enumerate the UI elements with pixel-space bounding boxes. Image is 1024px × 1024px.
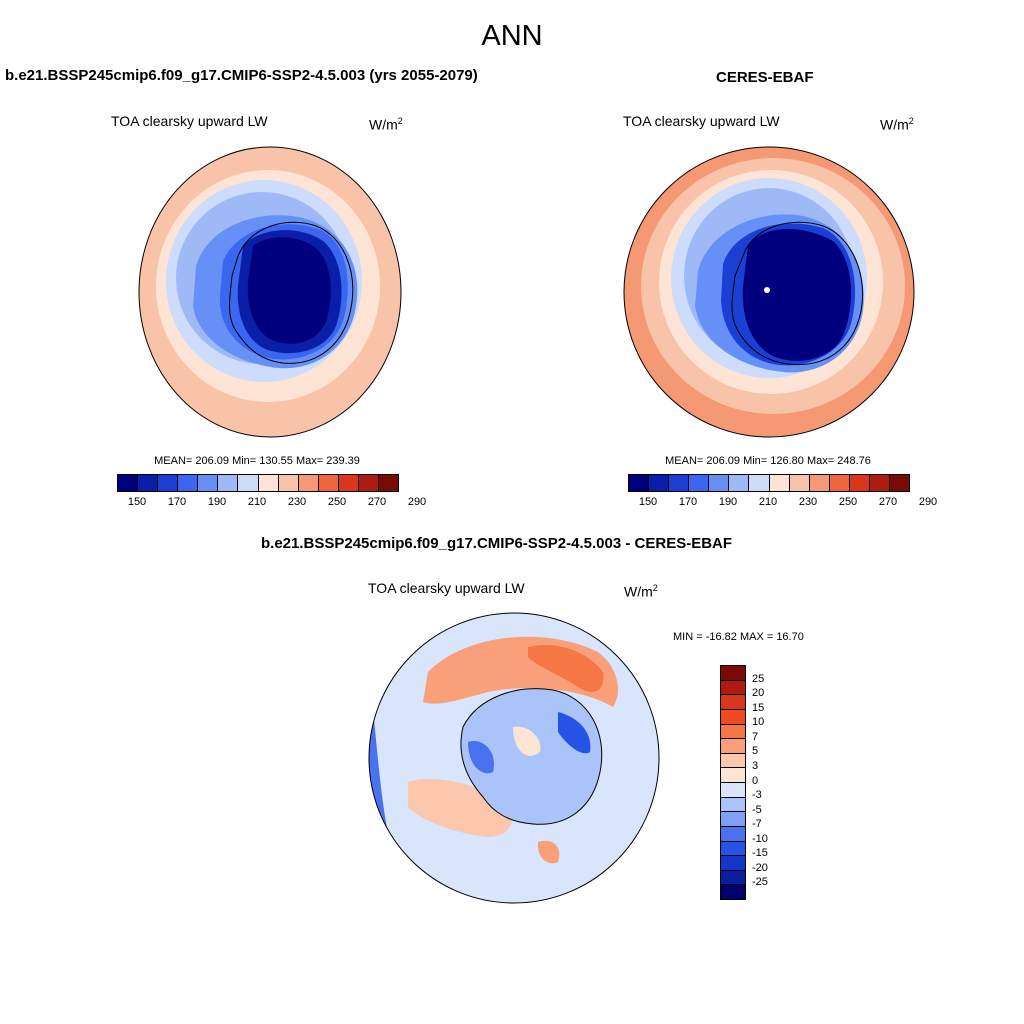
obs-field-label: TOA clearsky upward LW [623,113,780,129]
colorbar-swatch [721,885,745,899]
colorbar-swatch [178,475,199,491]
colorbar-swatch [721,870,745,886]
colorbar-swatch [238,475,259,491]
colorbar-tick-label: 190 [207,496,227,508]
diff-case-title: b.e21.BSSP245cmip6.f09_g17.CMIP6-SSP2-4.… [261,535,733,552]
colorbar-swatch [258,475,279,491]
colorbar-swatch [749,475,770,491]
colorbar-swatch [789,475,810,491]
colorbar-swatch [721,812,745,827]
diff-polar-map [368,612,660,904]
obs-colorbar [628,474,910,492]
colorbar-swatch [298,475,319,491]
colorbar-swatch [721,856,745,871]
colorbar-tick-label: 190 [718,496,738,508]
colorbar-swatch [198,475,219,491]
colorbar-tick-label: 210 [247,496,267,508]
colorbar-tick-label: 170 [167,496,187,508]
colorbar-tick-label: 210 [758,496,778,508]
diff-unit-label: W/m2 [624,583,658,600]
colorbar-tick-label: 150 [127,496,147,508]
colorbar-swatch [138,475,159,491]
colorbar-tick-label: 250 [327,496,347,508]
diff-colorbar-ticks: 25 20 15 10 7 5 3 0 -3 -5 -7 -10 -15 -20 -25 [752,665,792,898]
colorbar-tick-label: 15 [752,701,765,714]
colorbar-swatch [809,475,830,491]
colorbar-tick-label: 25 [752,672,765,685]
colorbar-swatch [709,475,730,491]
colorbar-swatch [769,475,790,491]
colorbar-tick-label: -15 [752,847,768,860]
diff-colorbar [720,665,746,900]
colorbar-tick-label: -10 [752,832,768,845]
colorbar-swatch [649,475,670,491]
colorbar-swatch [721,753,745,769]
colorbar-swatch [869,475,891,491]
colorbar-swatch [629,475,650,491]
diff-field-label: TOA clearsky upward LW [368,580,525,596]
colorbar-swatch [829,475,850,491]
model-stats: MEAN= 206.09 Min= 130.55 Max= 239.39 [154,455,360,467]
colorbar-tick-label: -20 [752,861,768,874]
colorbar-tick-label: 270 [367,496,387,508]
colorbar-swatch [721,797,745,813]
obs-unit-label: W/m2 [880,116,914,133]
colorbar-swatch [890,475,910,491]
colorbar-tick-label: 7 [752,730,759,743]
figure-title: ANN [481,20,543,52]
colorbar-swatch [721,695,745,710]
colorbar-swatch [689,475,710,491]
colorbar-swatch [721,709,745,725]
model-polar-map [138,146,402,438]
colorbar-tick-label: -25 [752,876,768,889]
colorbar-swatch [218,475,239,491]
colorbar-tick-label: 20 [752,687,765,700]
colorbar-tick-label: 0 [752,774,759,787]
colorbar-swatch [669,475,690,491]
diff-stats: MIN = -16.82 MAX = 16.70 [673,631,804,643]
obs-stats: MEAN= 206.09 Min= 126.80 Max= 248.76 [665,455,871,467]
colorbar-tick-label: 290 [407,496,427,508]
colorbar-tick-label: 170 [678,496,698,508]
colorbar-tick-label: 10 [752,716,765,729]
colorbar-swatch [849,475,870,491]
colorbar-swatch [721,680,745,696]
colorbar-tick-label: 3 [752,759,759,772]
model-case-title: b.e21.BSSP245cmip6.f09_g17.CMIP6-SSP2-4.… [5,67,478,84]
colorbar-swatch [721,783,745,798]
colorbar-swatch [158,475,179,491]
colorbar-swatch [338,475,359,491]
colorbar-swatch [358,475,380,491]
colorbar-tick-label: -3 [752,789,762,802]
colorbar-swatch [721,724,745,740]
colorbar-swatch [721,826,745,842]
colorbar-tick-label: 230 [287,496,307,508]
colorbar-tick-label: 150 [638,496,658,508]
obs-polar-map [623,146,915,438]
colorbar-swatch [721,666,745,681]
colorbar-swatch [721,841,745,857]
colorbar-swatch [729,475,750,491]
obs-case-title: CERES-EBAF [716,69,814,86]
colorbar-swatch [379,475,399,491]
colorbar-swatch [721,768,745,783]
colorbar-swatch [318,475,339,491]
colorbar-tick-label: 290 [918,496,938,508]
colorbar-swatch [721,739,745,754]
colorbar-tick-label: -7 [752,818,762,831]
colorbar-tick-label: 270 [878,496,898,508]
colorbar-swatch [118,475,139,491]
colorbar-tick-label: -5 [752,803,762,816]
model-field-label: TOA clearsky upward LW [111,113,268,129]
colorbar-swatch [278,475,299,491]
colorbar-tick-label: 250 [838,496,858,508]
colorbar-tick-label: 230 [798,496,818,508]
model-colorbar [117,474,399,492]
colorbar-tick-label: 5 [752,745,759,758]
model-unit-label: W/m2 [369,116,403,133]
